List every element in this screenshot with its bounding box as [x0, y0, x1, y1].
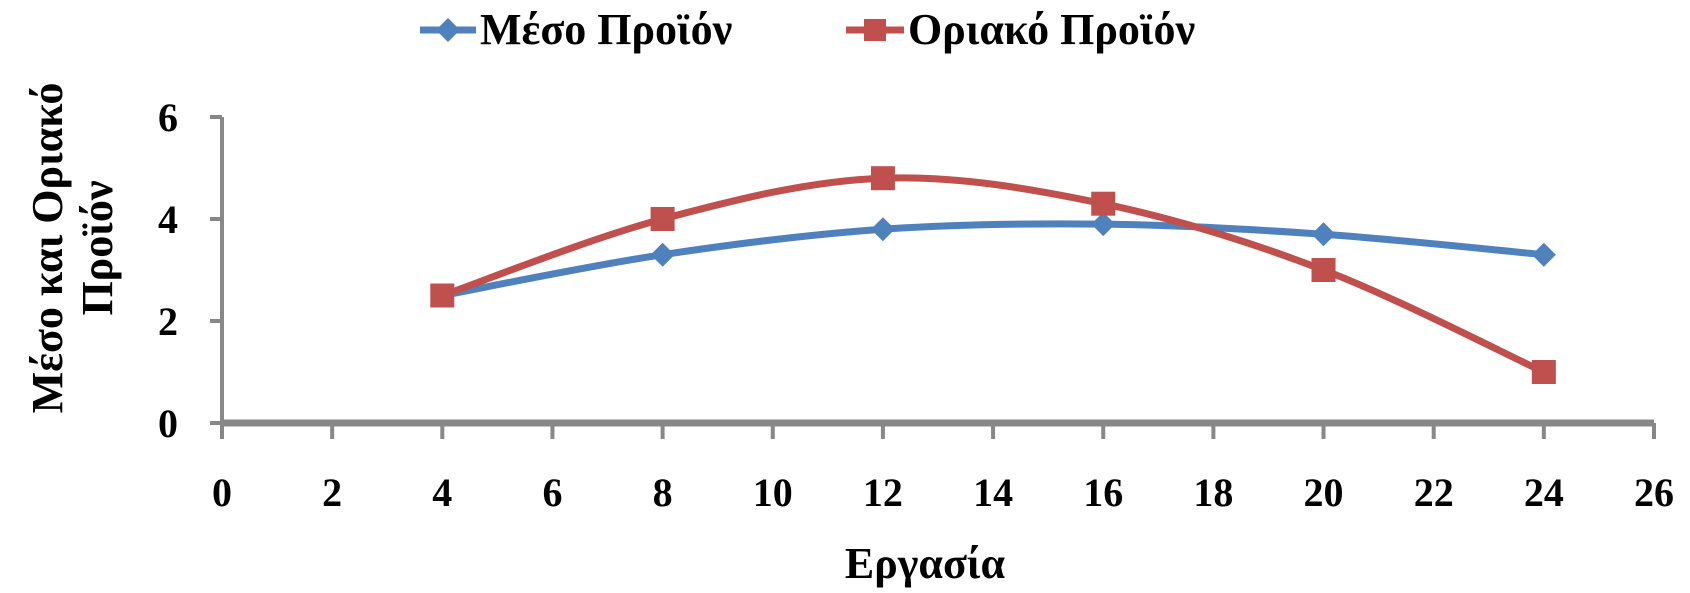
x-tick-label: 20 — [1304, 470, 1344, 515]
data-point-marginal-product — [1311, 258, 1336, 282]
data-point-marginal-product — [650, 207, 675, 231]
x-tick-label: 18 — [1193, 470, 1233, 515]
y-axis-title-line-2: Προϊόν — [73, 180, 122, 315]
legend-item-average-product: Μέσο Προϊόν — [420, 5, 733, 54]
y-tick-label: 4 — [158, 197, 178, 242]
legend-label-average-product: Μέσο Προϊόν — [480, 5, 733, 54]
x-tick-label: 2 — [322, 470, 342, 515]
series-line-marginal-product — [438, 174, 1548, 376]
legend-label-marginal-product: Οριακό Προϊόν — [908, 5, 1196, 54]
x-tick-label: 8 — [653, 470, 673, 515]
data-point-average-product — [870, 217, 895, 242]
x-tick-label: 10 — [753, 470, 793, 515]
x-tick-label: 26 — [1634, 470, 1674, 515]
data-point-marginal-product — [870, 166, 895, 191]
y-tick-label: 0 — [158, 401, 178, 446]
x-tick-label: 4 — [432, 470, 452, 515]
data-point-average-product — [1531, 242, 1556, 267]
data-point-marginal-product — [1531, 360, 1556, 384]
data-point-average-product — [1091, 212, 1116, 237]
x-tick-label: 12 — [863, 470, 903, 515]
data-point-average-product — [1311, 222, 1336, 247]
legend-item-marginal-product: Οριακό Προϊόν — [846, 5, 1196, 54]
series-line-average-product — [438, 220, 1548, 299]
legend-square-marker-icon — [864, 19, 886, 41]
series-layer — [430, 166, 1556, 384]
x-tick-label: 16 — [1083, 470, 1123, 515]
x-tick-label: 6 — [542, 470, 562, 515]
data-point-marginal-product — [430, 283, 455, 308]
series-marginal-product — [430, 166, 1556, 384]
x-tick-label: 22 — [1414, 470, 1454, 515]
legend: Μέσο Προϊόν Οριακό Προϊόν — [420, 5, 1196, 54]
x-tick-label: 14 — [973, 470, 1013, 515]
y-tick-label: 2 — [158, 299, 178, 344]
x-axis-title: Εργασία — [845, 539, 1006, 588]
y-axis-title-line-1: Μέσο και Οριακό — [23, 83, 72, 414]
data-point-marginal-product — [1091, 191, 1116, 216]
data-point-average-product — [650, 242, 675, 267]
x-tick-label: 24 — [1524, 470, 1564, 515]
legend-diamond-marker-icon — [436, 18, 460, 42]
y-tick-label: 6 — [158, 95, 178, 140]
x-tick-label: 0 — [212, 470, 232, 515]
